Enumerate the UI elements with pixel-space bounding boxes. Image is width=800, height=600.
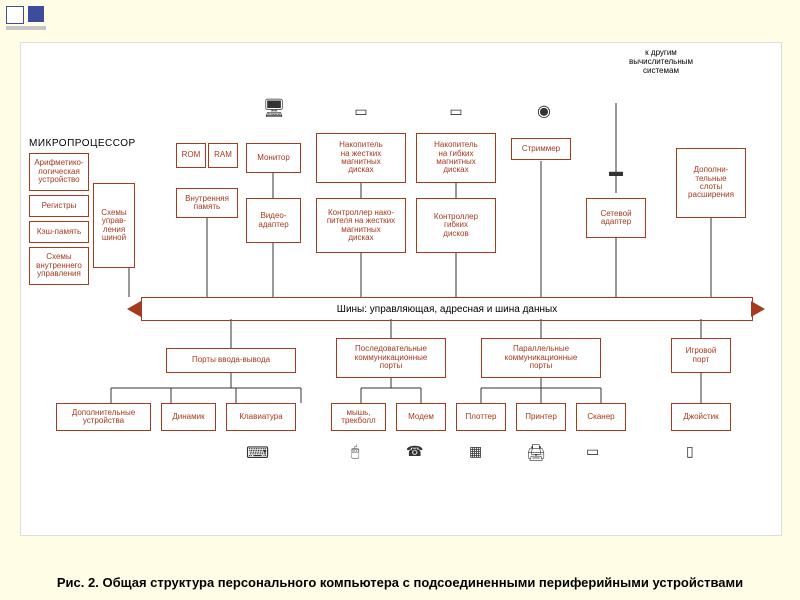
box-modem: Модем <box>396 403 446 431</box>
microprocessor-title: МИКРОПРОЦЕССОР <box>29 138 136 149</box>
keyboard-icon: ⌨ <box>246 443 269 463</box>
box-scanner: Сканер <box>576 403 626 431</box>
box-streamer: Стриммер <box>511 138 571 160</box>
box-extra-devices: Дополнительныеустройства <box>56 403 151 431</box>
box-printer: Принтер <box>516 403 566 431</box>
box-keyboard: Клавиатура <box>226 403 296 431</box>
box-bus-control: Схемыуправ-ленияшиной <box>93 183 135 268</box>
box-internal-control: Схемывнутреннегоуправления <box>29 247 89 285</box>
slide: к другимвычислительнымсистемам МИКРОПРОЦ… <box>0 0 800 600</box>
box-io-ports: Порты ввода-вывода <box>166 348 296 373</box>
plotter-icon: ▦ <box>469 443 482 460</box>
box-rom: ROM <box>176 143 206 168</box>
box-serial-ports: Последовательныекоммуникационныепорты <box>336 338 446 378</box>
box-fdd-controller: Контроллергибкихдисков <box>416 198 496 253</box>
box-game-port: Игровойпорт <box>671 338 731 373</box>
box-expansion-slots: Дополни-тельныеслотырасширения <box>676 148 746 218</box>
network-device-icon: ▬ <box>601 163 631 179</box>
box-joystick: Джойстик <box>671 403 731 431</box>
monitor-icon: 🖥 <box>259 98 289 119</box>
box-registers: Регистры <box>29 195 89 217</box>
box-mouse: мышь,трекболл <box>331 403 386 431</box>
box-cache: Кэш-память <box>29 221 89 243</box>
joystick-icon: ▯ <box>686 443 694 460</box>
to-other-systems-label: к другимвычислительнымсистемам <box>601 48 721 75</box>
bus-bar: Шины: управляющая, адресная и шина данны… <box>141 297 753 321</box>
box-plotter: Плоттер <box>456 403 506 431</box>
modem-icon: ☎ <box>406 443 423 460</box>
fdd-icon: ▭ <box>441 103 471 120</box>
streamer-icon: ◉ <box>529 101 559 121</box>
box-hdd-controller: Контроллер нако-пителя на жесткихмагнитн… <box>316 198 406 253</box>
decoration-square-1 <box>6 6 24 24</box>
mouse-icon: 🖱 <box>351 443 359 460</box>
decoration-bar <box>6 26 46 30</box>
scanner-icon: ▭ <box>586 443 599 460</box>
bus-arrow-left <box>127 301 141 317</box>
box-speaker: Динамик <box>161 403 216 431</box>
box-parallel-ports: Параллельныекоммуникационныепорты <box>481 338 601 378</box>
connector-lines <box>21 43 781 535</box>
box-inner-memory: Внутренняяпамять <box>176 188 238 218</box>
decoration-square-2 <box>28 6 44 22</box>
diagram-canvas: к другимвычислительнымсистемам МИКРОПРОЦ… <box>20 42 782 536</box>
box-ram: RAM <box>208 143 238 168</box>
box-video-adapter: Видео-адаптер <box>246 198 301 243</box>
box-alu: Арифметико-логическаяустройство <box>29 153 89 191</box>
printer-icon: 🖨 <box>526 443 546 463</box>
box-network-adapter: Сетевойадаптер <box>586 198 646 238</box>
box-hdd: Накопительна жесткихмагнитныхдисках <box>316 133 406 183</box>
box-monitor: Монитор <box>246 143 301 173</box>
bus-arrow-right <box>751 301 765 317</box>
hdd-icon: ▭ <box>346 103 376 120</box>
figure-caption: Рис. 2. Общая структура персонального ко… <box>0 575 800 590</box>
box-fdd: Накопительна гибкихмагнитныхдисках <box>416 133 496 183</box>
